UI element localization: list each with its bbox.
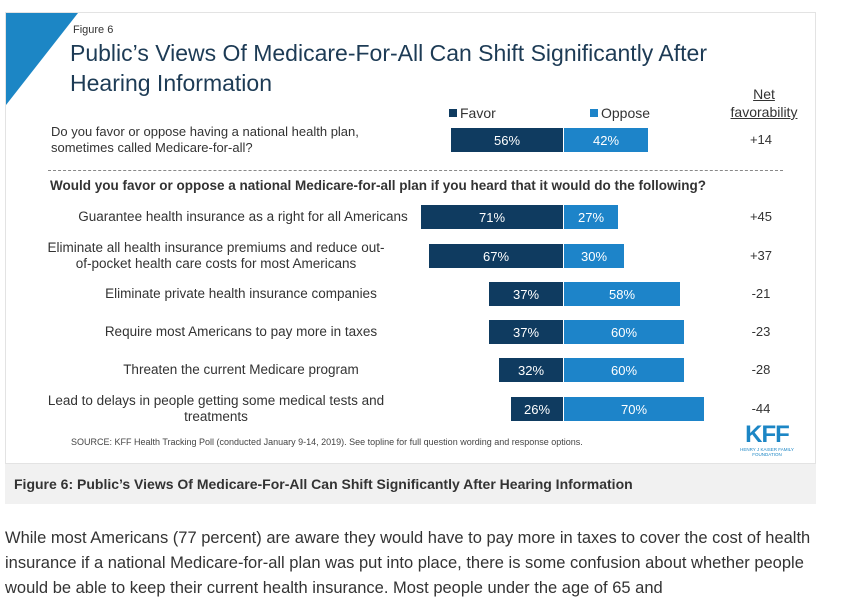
oppose-bar: 30% [564,244,624,268]
net-value: -23 [751,324,771,339]
article-body: While most Americans (77 percent) are aw… [5,526,825,601]
favor-bar: 37% [489,320,563,344]
net-favorability-header: Net favorability [721,85,807,121]
net-value: -28 [751,362,771,377]
net-value: -21 [751,286,771,301]
net-value: +14 [749,132,773,147]
category-label: Guarantee health insurance as a right fo… [78,209,408,224]
net-value: -44 [751,401,771,416]
article-paragraph: While most Americans (77 percent) are aw… [5,529,811,597]
oppose-bar: 58% [564,282,680,306]
followup-question: Would you favor or oppose a national Med… [50,178,707,193]
net-value: +45 [749,209,773,224]
kff-logo-subtitle: HENRY J KAISER FAMILY FOUNDATION [740,447,794,457]
legend-favor: Favor [449,105,496,121]
legend-oppose: Oppose [590,105,650,121]
legend-oppose-swatch [590,109,598,117]
figure-caption: Figure 6: Public’s Views Of Medicare-For… [5,464,816,504]
kff-logo: KFF HENRY J KAISER FAMILY FOUNDATION [739,421,795,458]
figure-label: Figure 6 [73,24,114,36]
favor-bar: 71% [421,205,563,229]
category-label: Lead to delays in people getting some me… [47,393,385,424]
category-label: Threaten the current Medicare program [123,362,359,377]
chart-figure: Figure 6 Public’s Views Of Medicare-For-… [5,12,816,464]
favor-bar: 37% [489,282,563,306]
kff-logo-text: KFF [745,421,790,448]
net-value: +37 [749,248,773,263]
figure-title: Public’s Views Of Medicare-For-All Can S… [70,40,708,96]
category-label: Eliminate all health insurance premiums … [47,240,385,271]
divider [48,170,783,171]
oppose-bar: 70% [564,397,704,421]
legend-favor-label: Favor [460,105,496,121]
oppose-bar: 60% [564,358,684,382]
category-label: Require most Americans to pay more in ta… [104,324,378,339]
oppose-bar: 27% [564,205,618,229]
favor-bar: 67% [429,244,563,268]
category-label: Eliminate private health insurance compa… [105,286,377,301]
legend-oppose-label: Oppose [601,105,651,121]
main-question: Do you favor or oppose having a national… [51,124,359,155]
legend-favor-swatch [449,109,457,117]
favor-bar: 32% [499,358,563,382]
corner-accent [6,13,78,105]
oppose-bar: 42% [564,128,648,152]
oppose-bar: 60% [564,320,684,344]
favor-bar: 56% [451,128,563,152]
source-note: SOURCE: KFF Health Tracking Poll (conduc… [71,437,583,447]
net-favorability-header-text: Net favorability [730,86,798,120]
favor-bar: 26% [511,397,563,421]
